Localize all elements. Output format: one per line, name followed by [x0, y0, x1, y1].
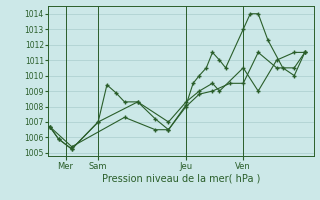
- X-axis label: Pression niveau de la mer( hPa ): Pression niveau de la mer( hPa ): [102, 173, 260, 183]
